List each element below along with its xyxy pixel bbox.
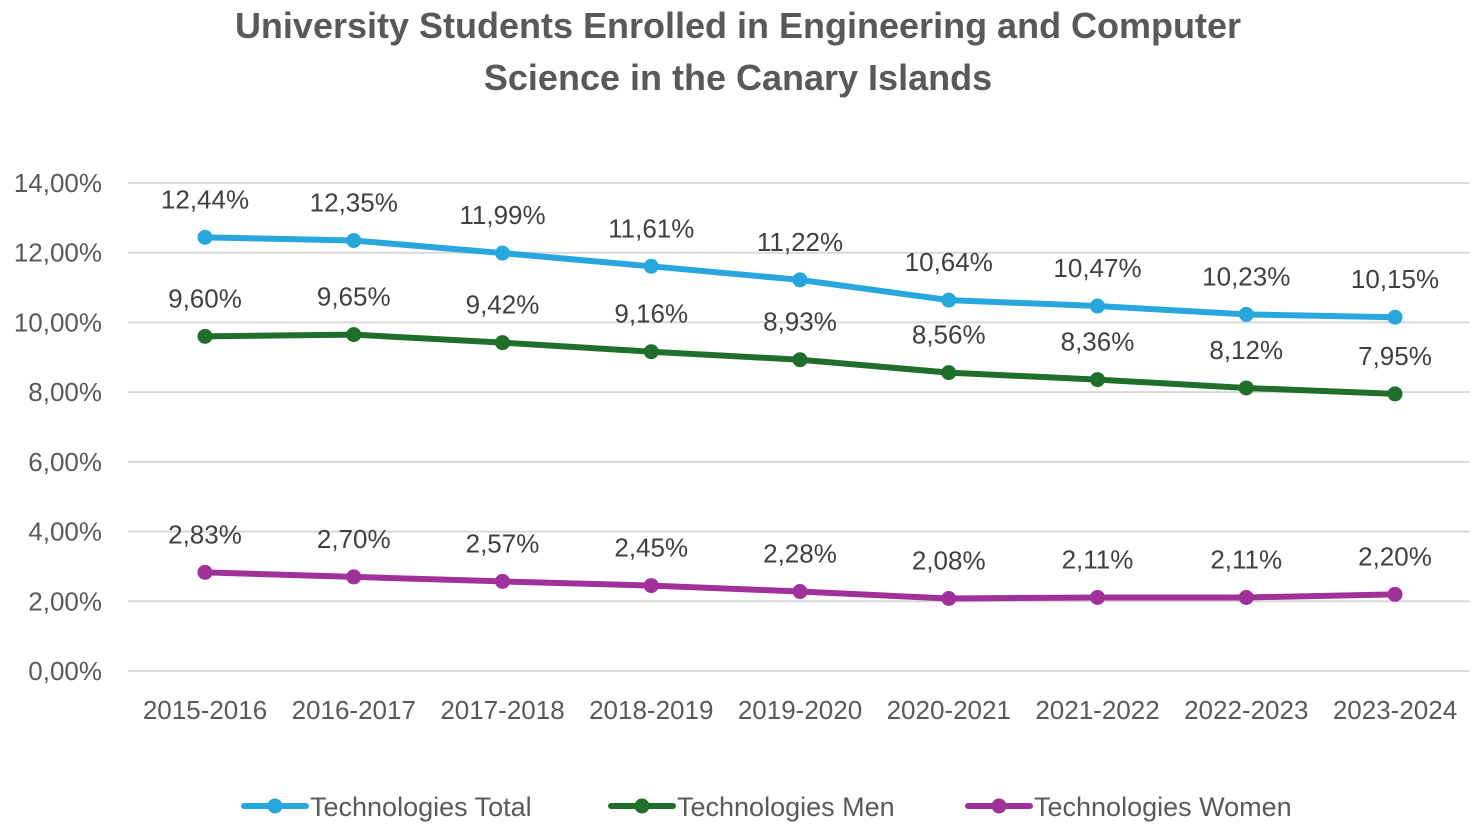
data-point [792, 584, 808, 600]
data-point [346, 569, 362, 585]
data-label: 9,16% [614, 299, 688, 329]
data-point [941, 590, 957, 606]
data-point [346, 233, 362, 249]
chart-title: University Students Enrolled in Engineer… [0, 0, 1476, 104]
data-point [643, 344, 659, 360]
data-label: 8,12% [1209, 335, 1283, 365]
data-label: 8,93% [763, 307, 837, 337]
y-tick-label: 0,00% [28, 656, 102, 686]
x-tick-label: 2023-2024 [1333, 695, 1457, 725]
legend-label: Technologies Total [310, 792, 532, 822]
data-point [1090, 372, 1105, 388]
data-label: 11,99% [459, 200, 545, 230]
series-lines [197, 229, 1403, 606]
data-point [495, 335, 510, 351]
y-axis-ticks: 0,00% 2,00% 4,00% 6,00% 8,00% 10,00% 12,00% 14,… [14, 168, 102, 686]
data-point [197, 328, 213, 344]
data-label: 12,35% [310, 188, 398, 218]
data-point [1090, 298, 1105, 314]
data-label: 11,61% [608, 213, 694, 243]
data-label: 2,11% [1210, 544, 1282, 574]
y-tick-label: 6,00% [28, 447, 102, 477]
data-label: 10,47% [1053, 253, 1141, 283]
x-tick-label: 2015-2016 [143, 695, 267, 725]
data-point [197, 564, 213, 580]
data-point [1387, 386, 1403, 402]
data-labels: 12,44% 12,35% 11,99% 11,61% 11,22% 10,64% 10,4… [161, 184, 1439, 575]
x-tick-label: 2018-2019 [589, 695, 713, 725]
y-tick-label: 8,00% [28, 377, 102, 407]
data-point [495, 573, 510, 589]
y-tick-label: 10,00% [14, 307, 102, 337]
data-label: 9,42% [466, 290, 540, 320]
data-label: 2,11% [1062, 544, 1134, 574]
x-tick-label: 2020-2021 [887, 695, 1011, 725]
data-label: 11,22% [757, 227, 843, 257]
data-label: 2,57% [466, 528, 540, 558]
chart-title-line-2: Science in the Canary Islands [483, 57, 993, 98]
x-axis-ticks: 2015-2016 2016-2017 2017-2018 2018-2019 2019… [143, 695, 1457, 725]
legend-label: Technologies Women [1034, 792, 1292, 822]
legend-marker [991, 798, 1007, 814]
x-tick-label: 2016-2017 [292, 695, 416, 725]
data-label: 8,56% [912, 320, 986, 350]
data-label: 10,23% [1202, 261, 1290, 291]
data-point [197, 229, 213, 245]
data-point [1238, 380, 1254, 396]
data-point [1090, 589, 1105, 605]
legend-marker [267, 798, 283, 814]
chart-title-line-1: University Students Enrolled in Engineer… [234, 5, 1242, 46]
x-tick-label: 2021-2022 [1035, 695, 1159, 725]
data-point [495, 245, 510, 261]
data-label: 8,36% [1061, 327, 1135, 357]
data-point [346, 327, 362, 343]
y-tick-label: 4,00% [28, 517, 102, 547]
x-tick-label: 2017-2018 [440, 695, 564, 725]
y-tick-label: 12,00% [14, 238, 102, 268]
data-label: 12,44% [161, 184, 249, 214]
data-point [1387, 309, 1403, 325]
y-tick-label: 14,00% [14, 168, 102, 198]
data-label: 9,60% [168, 283, 242, 313]
legend: Technologies Total Technologies Men Techno… [241, 792, 1292, 822]
gridlines [128, 182, 1470, 672]
data-point [643, 578, 659, 594]
data-label: 9,65% [317, 282, 391, 312]
data-label: 7,95% [1358, 341, 1432, 371]
data-label: 2,45% [614, 533, 688, 563]
data-point [1238, 589, 1254, 605]
data-point [792, 272, 808, 288]
x-tick-label: 2022-2023 [1184, 695, 1308, 725]
data-label: 2,83% [168, 519, 242, 549]
y-tick-label: 2,00% [28, 586, 102, 616]
legend-label: Technologies Men [677, 792, 895, 822]
data-label: 2,28% [763, 539, 837, 569]
data-label: 10,64% [905, 247, 993, 277]
data-point [792, 352, 808, 368]
legend-marker [634, 798, 650, 814]
data-label: 10,15% [1351, 264, 1439, 294]
data-point [643, 258, 659, 274]
data-label: 2,70% [317, 524, 391, 554]
data-point [1238, 306, 1254, 322]
x-tick-label: 2019-2020 [738, 695, 862, 725]
data-label: 2,20% [1358, 541, 1432, 571]
data-point [1387, 586, 1403, 602]
data-point [941, 365, 957, 381]
data-point [941, 292, 957, 308]
data-label: 2,08% [912, 545, 986, 575]
